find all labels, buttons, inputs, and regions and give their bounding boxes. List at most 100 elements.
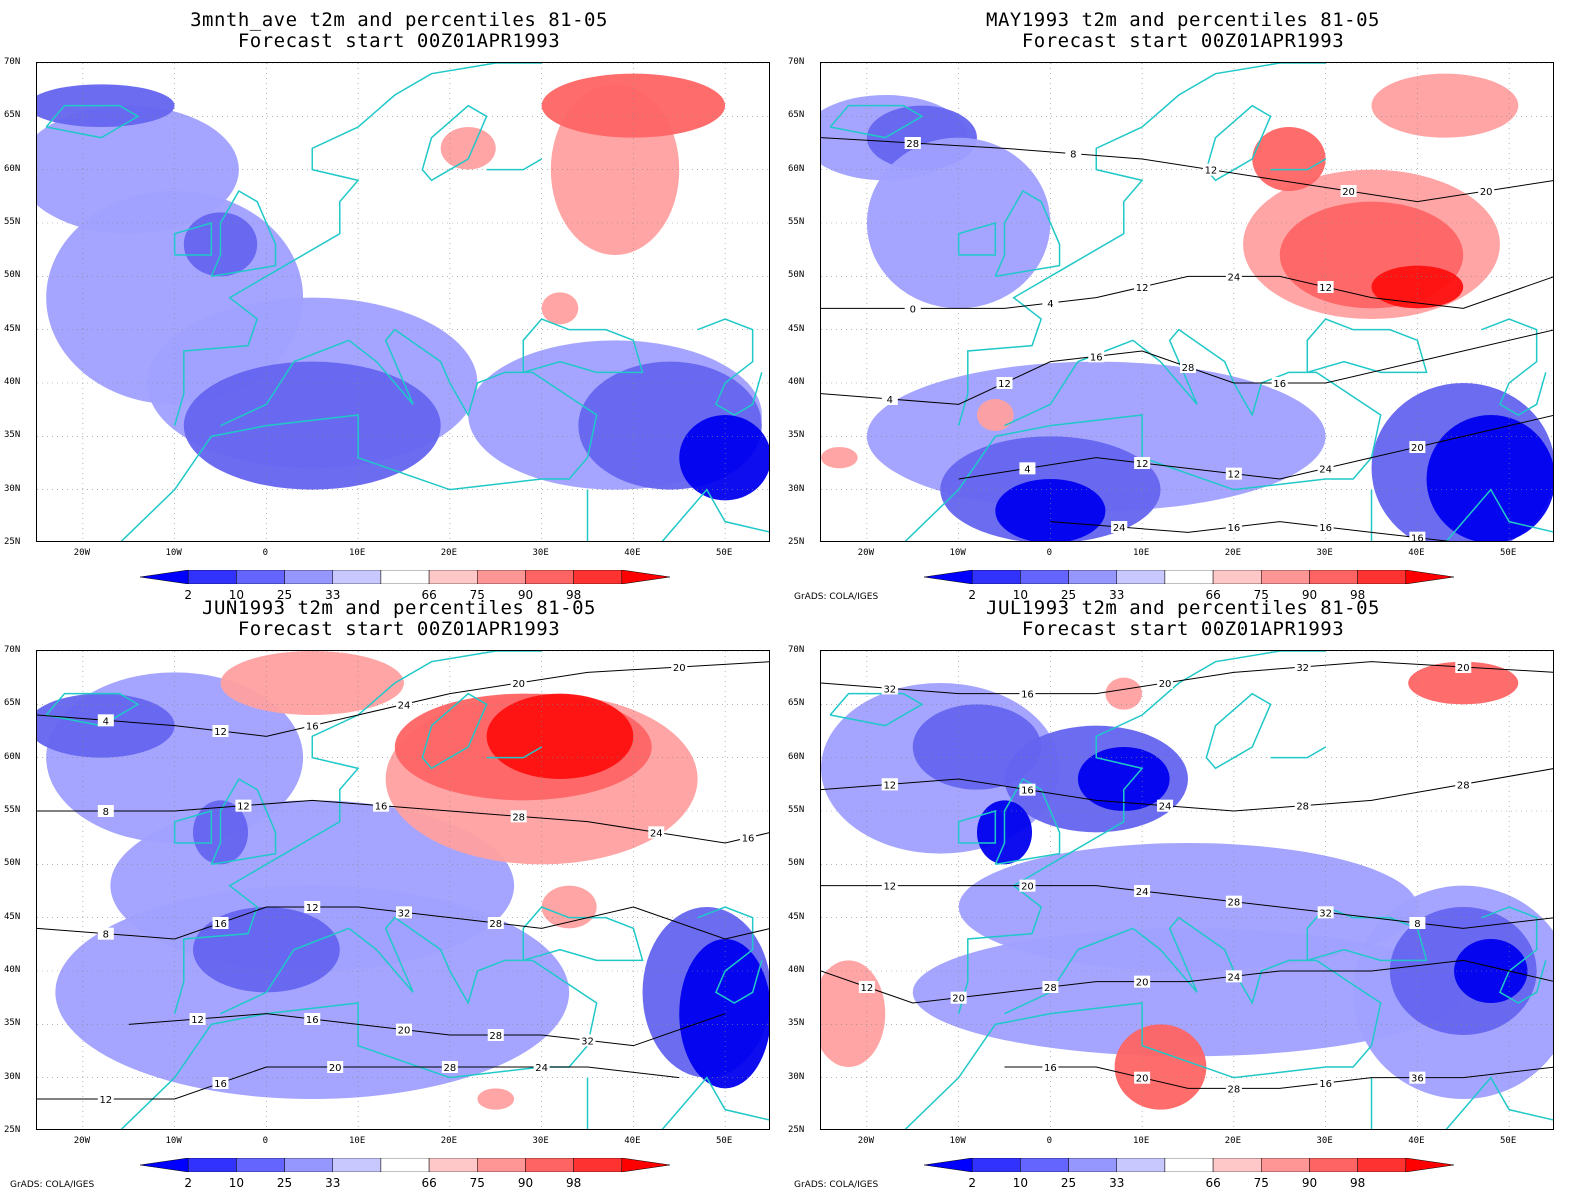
contour-label-bg — [510, 677, 527, 689]
contour-label-bg — [1134, 1071, 1151, 1084]
contour-label: 16 — [742, 834, 755, 845]
colorbar-label: 75 — [1253, 1176, 1269, 1190]
contour-label-bg — [1409, 1071, 1426, 1084]
contour-label: 16 — [1228, 523, 1241, 534]
coastline — [697, 906, 763, 1004]
colorbar-segment — [1164, 570, 1214, 584]
colorbar — [924, 1158, 1454, 1172]
contour-label-bg — [1134, 281, 1151, 293]
contour-label: 8 — [103, 807, 109, 818]
lat-tick-label: 45N — [788, 911, 805, 922]
colorbar-label: 10 — [228, 588, 244, 602]
colorbar-segment — [1020, 570, 1069, 584]
lon-tick-label: 20W — [73, 548, 90, 558]
lon-tick-label: 20E — [1224, 1136, 1241, 1146]
contour-label: 20 — [1480, 187, 1493, 198]
shaded-region — [995, 479, 1106, 541]
contour-label-bg — [858, 981, 875, 993]
colorbar-label: 90 — [1301, 1176, 1318, 1190]
contour-label-bg — [373, 799, 390, 812]
lat-tick-label: 35N — [788, 430, 805, 441]
contour-label: 24 — [1159, 802, 1172, 813]
contour-label: 16 — [306, 1015, 319, 1026]
colorbar-segment — [621, 1158, 670, 1172]
colorbar-segment — [236, 1158, 285, 1172]
colorbar-segment — [924, 1158, 973, 1172]
contour-label: 16 — [1319, 523, 1332, 534]
contour-label-bg — [1317, 1077, 1334, 1089]
contour-label: 20 — [1136, 978, 1149, 989]
contour-label: 28 — [1228, 898, 1241, 909]
colorbar-label: 90 — [517, 588, 534, 602]
contour-label-bg — [1225, 467, 1242, 480]
contour-label-bg — [1317, 521, 1334, 533]
contour-label: 4 — [103, 716, 109, 727]
contour-label: 12 — [1136, 283, 1149, 294]
colorbar — [140, 1158, 670, 1172]
contour-line — [1050, 521, 1451, 541]
contour-label-bg — [1134, 975, 1151, 988]
lon-tick-label: 30E — [532, 548, 549, 558]
colorbar-label: 33 — [1109, 588, 1125, 602]
contour-label-bg — [97, 805, 114, 817]
colorbar-segment — [573, 1158, 623, 1172]
lon-tick-label: 10W — [165, 548, 182, 558]
shaded-region — [1077, 747, 1170, 811]
contour-label-bg — [1225, 1082, 1242, 1095]
colorbar-label: 75 — [469, 1176, 485, 1190]
contour-label-bg — [1317, 906, 1334, 919]
colorbar-segment — [1261, 1158, 1310, 1172]
coastline — [697, 318, 763, 416]
lon-tick-label: 50E — [1499, 548, 1517, 558]
contour-label-bg — [510, 810, 527, 823]
panel-title: MAY1993 t2m and percentiles 81-05 — [986, 9, 1380, 31]
contour-label-bg — [1317, 462, 1334, 475]
lat-tick-label: 45N — [788, 323, 805, 334]
colorbar-segment — [1020, 1158, 1069, 1172]
colorbar-segment — [1212, 570, 1262, 584]
coastline — [486, 158, 543, 171]
coastline — [829, 104, 924, 139]
map-panel-4: JUL1993 t2m and percentiles 81-05 Foreca… — [784, 588, 1582, 1190]
field-map — [37, 63, 769, 541]
map-area — [36, 62, 770, 542]
colorbar-segment — [477, 1158, 526, 1172]
colorbar-segment — [284, 1158, 333, 1172]
coastline — [661, 488, 769, 541]
lon-tick-label: 40E — [624, 1136, 641, 1146]
contour-label: 32 — [883, 684, 896, 695]
lon-tick-label: 20W — [857, 548, 874, 558]
contour-label-bg — [950, 991, 967, 1004]
colorbar-label: 98 — [565, 588, 582, 602]
contour-label-bg — [1111, 521, 1128, 533]
colorbar-segment — [380, 570, 430, 584]
contour-label: 28 — [512, 812, 525, 823]
colorbar-label: 25 — [1060, 1176, 1077, 1190]
contour-line — [37, 906, 769, 940]
lat-tick-label: 70N — [4, 645, 21, 655]
contour-label-bg — [1019, 879, 1036, 892]
shaded-region — [976, 399, 1014, 431]
contour-label-bg — [1409, 917, 1426, 929]
contour-label-bg — [1042, 297, 1059, 309]
contour-label-bg — [327, 1061, 344, 1073]
colorbar — [140, 570, 670, 584]
map-panel-1: 3mnth_ave t2m and percentiles 81-05 Fore… — [0, 0, 798, 602]
coastline — [173, 651, 542, 1014]
contour-label: 28 — [1044, 983, 1057, 994]
contour-label: 20 — [329, 1063, 342, 1074]
contour-label: 24 — [1228, 972, 1241, 983]
coastline — [421, 104, 488, 182]
map-panel-2: MAY1993 t2m and percentiles 81-05 Foreca… — [784, 0, 1582, 602]
colorbar-label: 25 — [276, 1176, 293, 1190]
shaded-region — [541, 73, 726, 138]
contour-label-bg — [1065, 147, 1082, 160]
contour-label: 12 — [883, 882, 896, 893]
contour-line — [1004, 1066, 1553, 1089]
contour-label: 12 — [1205, 166, 1218, 177]
colorbar-label: 90 — [1301, 588, 1318, 602]
contour-label: 28 — [489, 919, 502, 930]
contour-label-bg — [1157, 677, 1174, 689]
colorbar-segment — [332, 1158, 382, 1172]
contour-line — [37, 661, 769, 737]
